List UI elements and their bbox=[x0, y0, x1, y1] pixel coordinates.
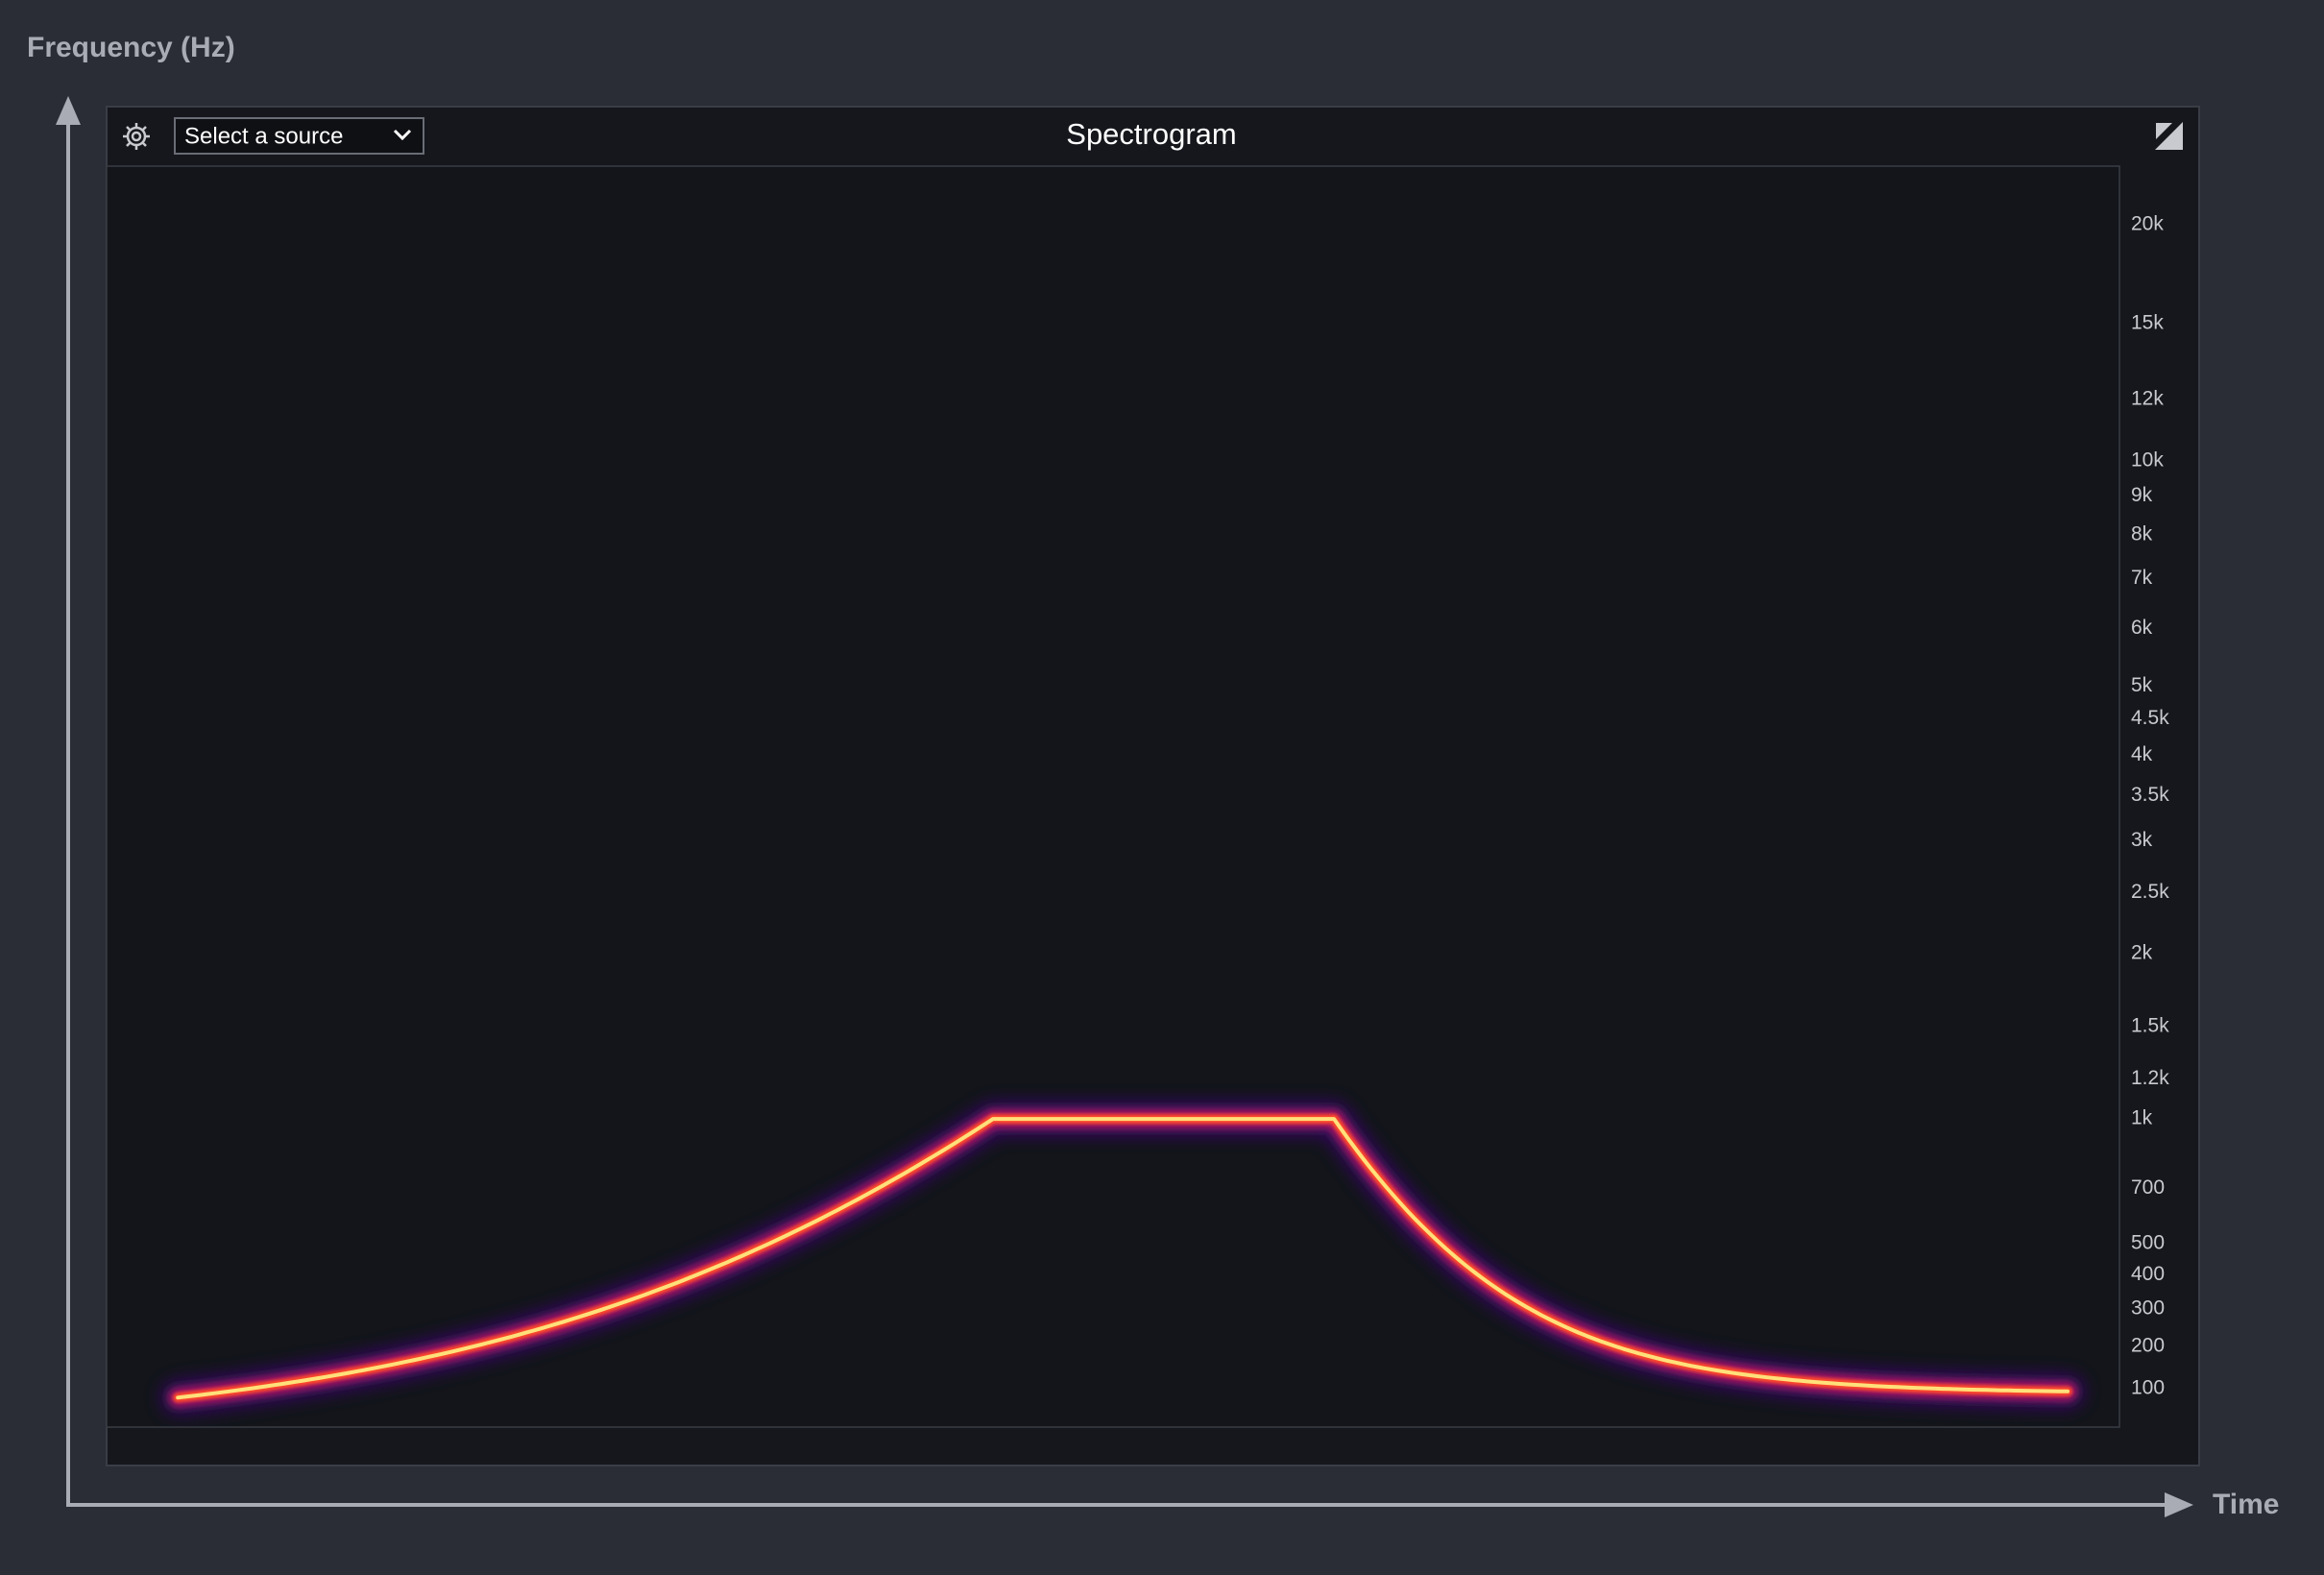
tick-label: 3.5k bbox=[2131, 784, 2169, 806]
tick-label: 500 bbox=[2131, 1231, 2165, 1253]
y-axis-label: Frequency (Hz) bbox=[27, 32, 235, 63]
tick-label: 1k bbox=[2131, 1107, 2153, 1129]
spectrogram-trace bbox=[161, 1102, 2084, 1415]
tick-label: 6k bbox=[2131, 617, 2153, 639]
tick-label: 7k bbox=[2131, 567, 2153, 589]
expand-button[interactable] bbox=[2155, 122, 2183, 150]
tick-label: 9k bbox=[2131, 484, 2153, 506]
panel-title: Spectrogram bbox=[1066, 117, 1236, 151]
tick-label: 12k bbox=[2131, 388, 2164, 410]
tick-label: 4.5k bbox=[2131, 707, 2169, 729]
y-axis-arrow bbox=[56, 96, 81, 125]
tick-label: 3k bbox=[2131, 829, 2153, 851]
tick-label: 2.5k bbox=[2131, 881, 2169, 903]
settings-button[interactable] bbox=[123, 123, 150, 150]
source-select[interactable]: Select a source bbox=[174, 117, 424, 155]
plot-area bbox=[106, 165, 2120, 1428]
tick-label: 15k bbox=[2131, 312, 2164, 334]
trace-layer bbox=[176, 1117, 2070, 1400]
tick-label: 700 bbox=[2131, 1176, 2165, 1199]
tick-label: 1.5k bbox=[2131, 1015, 2169, 1037]
x-axis-arrow bbox=[2165, 1492, 2193, 1517]
select-chevron bbox=[393, 129, 412, 141]
frequency-ticks: 20k 15k 12k 10k 9k 8k 7k 6k 5k 4.5k 4k 3.5k 3k 2.5k 2k… bbox=[2131, 213, 2169, 1399]
tick-label: 1.2k bbox=[2131, 1067, 2169, 1089]
tick-label: 20k bbox=[2131, 213, 2164, 235]
tick-label: 400 bbox=[2131, 1263, 2165, 1285]
tick-label: 2k bbox=[2131, 941, 2153, 963]
tick-label: 300 bbox=[2131, 1296, 2165, 1319]
tick-label: 5k bbox=[2131, 674, 2153, 696]
select-box[interactable] bbox=[174, 117, 424, 155]
tick-label: 10k bbox=[2131, 448, 2164, 471]
select-text: Select a source bbox=[184, 123, 343, 149]
tick-label: 4k bbox=[2131, 743, 2153, 765]
tick-label: 8k bbox=[2131, 523, 2153, 545]
tick-label: 200 bbox=[2131, 1335, 2165, 1357]
x-axis-label: Time bbox=[2213, 1489, 2279, 1520]
tick-label: 100 bbox=[2131, 1376, 2165, 1398]
